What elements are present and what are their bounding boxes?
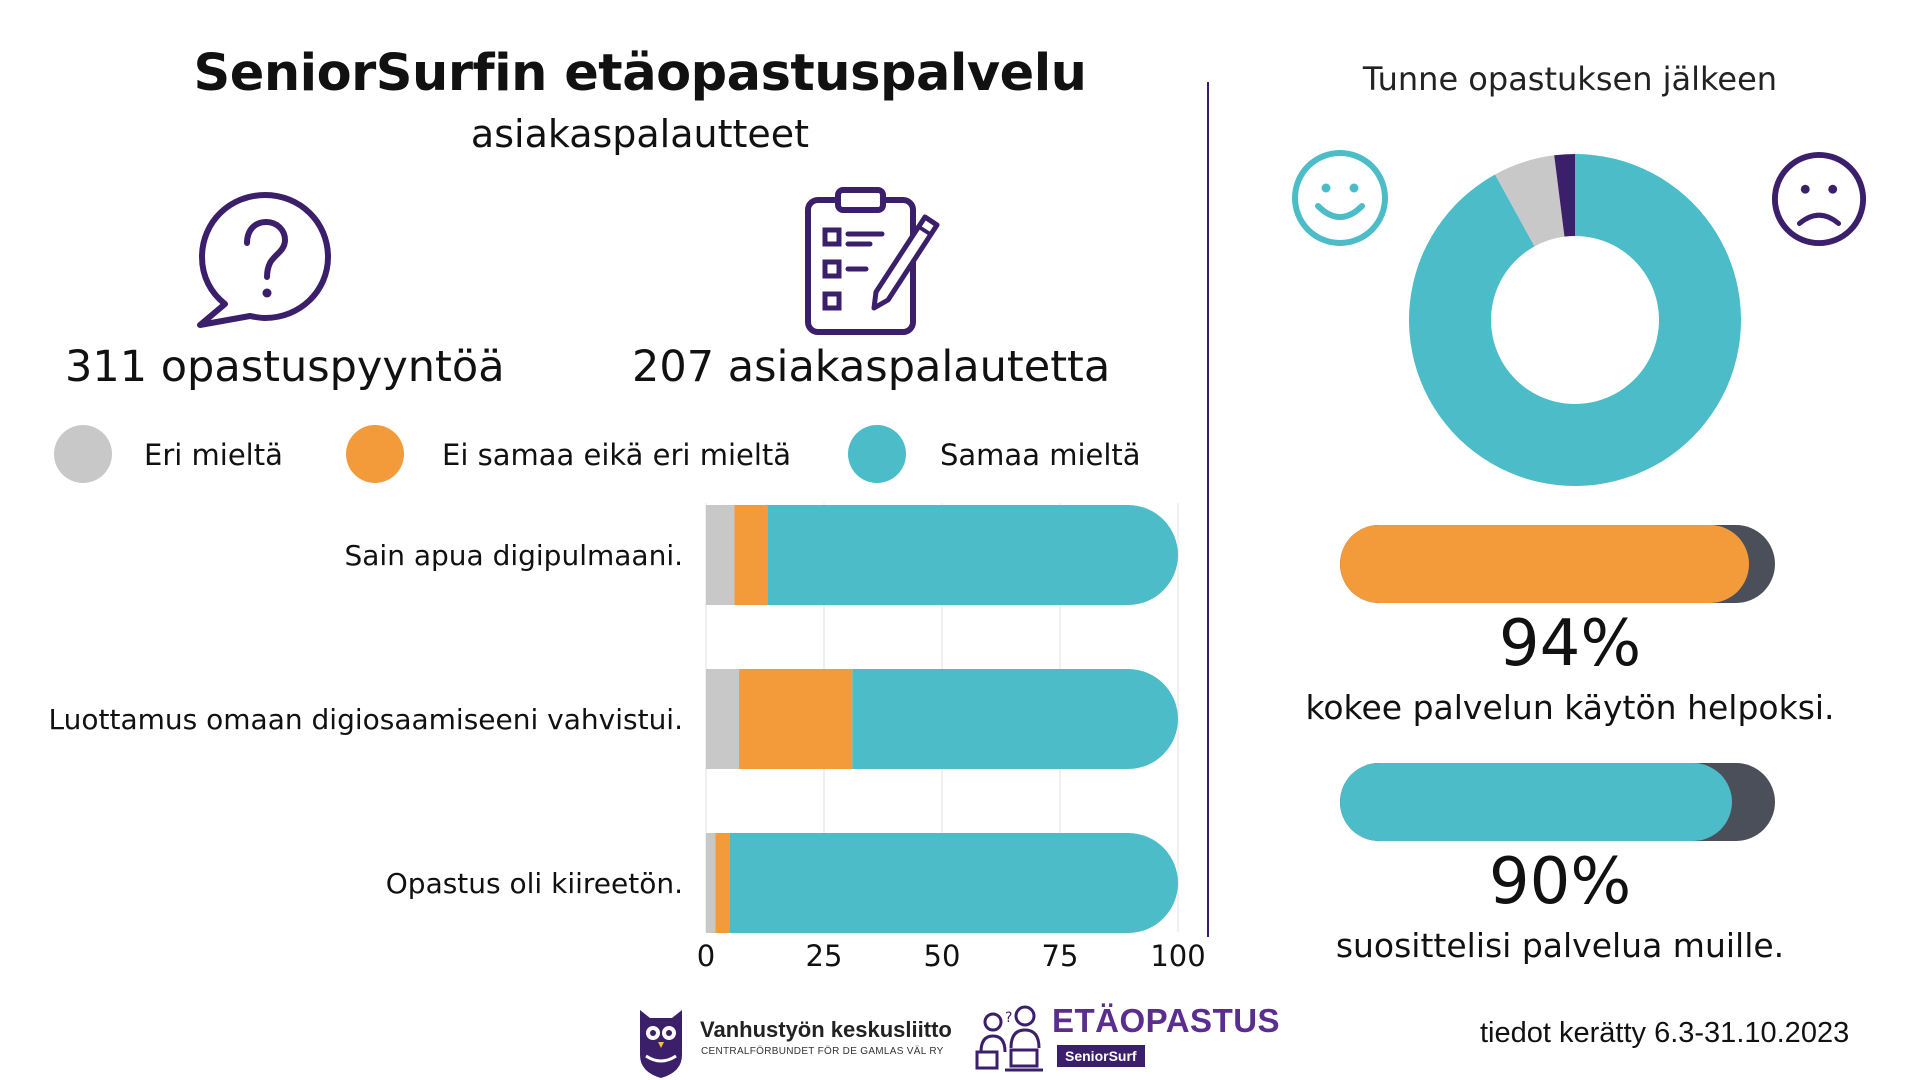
legend-label-agree: Samaa mieltä xyxy=(940,438,1141,472)
legend-label-disagree: Eri mieltä xyxy=(144,438,283,472)
recommend-progress-fill xyxy=(1340,763,1732,841)
bar-segment xyxy=(739,669,852,769)
bar-segment xyxy=(730,833,1178,933)
legend-dot-agree xyxy=(848,425,906,483)
question-bubble-icon xyxy=(190,185,340,335)
chart-bars xyxy=(706,505,1178,933)
bar-segment xyxy=(767,505,1178,605)
svg-text:?: ? xyxy=(1005,1010,1012,1026)
people-laptop-icon: ? xyxy=(975,1002,1045,1074)
bar-segment xyxy=(706,505,734,605)
happy-face-icon xyxy=(1290,148,1390,248)
category-label: Sain apua digipulmaani. xyxy=(344,539,683,572)
owl-logo-icon xyxy=(636,1000,686,1080)
x-tick-label: 50 xyxy=(924,939,961,973)
legend-label-neutral: Ei samaa eikä eri mieltä xyxy=(442,438,791,472)
org-subtitle: CENTRALFÖRBUNDET FÖR DE GAMLAS VÄL RY xyxy=(701,1046,944,1057)
category-label: Opastus oli kiireetön. xyxy=(386,867,683,900)
recommend-percent: 90% xyxy=(1230,845,1890,919)
legend-dot-disagree xyxy=(54,425,112,483)
page-title: SeniorSurfin etäopastuspalvelu xyxy=(0,44,1280,103)
ease-of-use-progress-fill xyxy=(1340,525,1749,603)
donut-chart xyxy=(1405,150,1745,490)
bar-segment xyxy=(706,833,715,933)
chart-x-ticks: 0 25 50 75 100 xyxy=(697,939,1206,973)
recommend-description: suosittelisi palvelua muille. xyxy=(1230,926,1890,965)
sad-face-icon xyxy=(1770,150,1868,248)
x-tick-label: 100 xyxy=(1150,939,1205,973)
bar-segment xyxy=(734,505,767,605)
requests-count: 311 opastuspyyntöä xyxy=(65,342,505,392)
recommend-progress xyxy=(1340,763,1775,841)
x-tick-label: 0 xyxy=(697,939,715,973)
legend-dot-neutral xyxy=(346,425,404,483)
section-divider xyxy=(1207,82,1209,937)
category-label: Luottamus omaan digiosaamiseeni vahvistu… xyxy=(49,703,683,736)
bar-segment xyxy=(852,669,1178,769)
x-tick-label: 75 xyxy=(1042,939,1079,973)
page-subtitle: asiakaspalautteet xyxy=(0,112,1280,156)
donut-title: Tunne opastuksen jälkeen xyxy=(1240,60,1900,98)
chart-category-labels: Sain apua digipulmaani. Luottamus omaan d… xyxy=(49,539,683,900)
ease-of-use-percent: 94% xyxy=(1240,607,1900,681)
bar-segment xyxy=(715,833,729,933)
bar-segment xyxy=(706,669,739,769)
data-collection-date: tiedot kerätty 6.3-31.10.2023 xyxy=(1480,1017,1849,1050)
service-name: ETÄOPASTUS xyxy=(1052,1002,1280,1040)
feedback-count: 207 asiakaspalautetta xyxy=(632,342,1110,392)
ease-of-use-progress xyxy=(1340,525,1775,603)
x-tick-label: 25 xyxy=(806,939,843,973)
service-badge: SeniorSurf xyxy=(1057,1045,1145,1067)
stacked-bar-chart: Sain apua digipulmaani. Luottamus omaan d… xyxy=(0,490,1210,990)
ease-of-use-description: kokee palvelun käytön helpoksi. xyxy=(1240,688,1900,727)
org-name: Vanhustyön keskusliitto xyxy=(700,1017,952,1043)
clipboard-checklist-icon xyxy=(800,182,945,337)
